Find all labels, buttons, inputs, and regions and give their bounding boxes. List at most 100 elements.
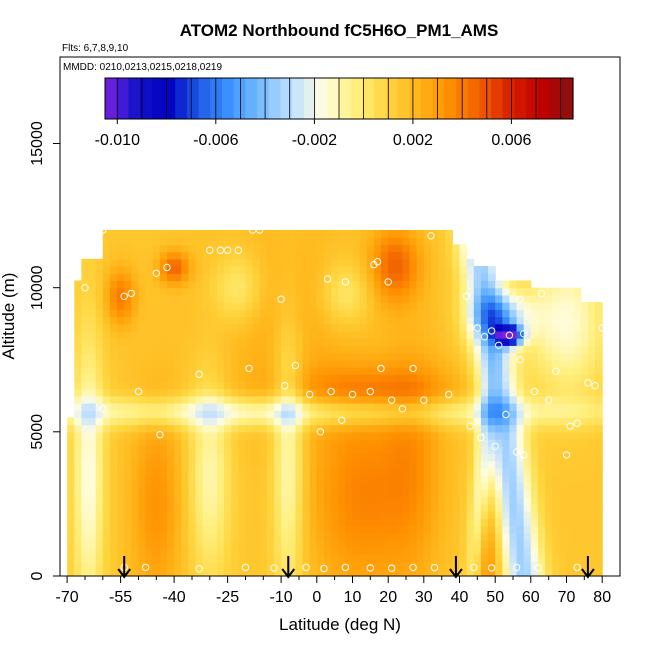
heatmap-cell xyxy=(81,475,90,483)
observation-point xyxy=(552,367,560,375)
heatmap-cell xyxy=(402,532,411,541)
heatmap-cell xyxy=(488,381,496,390)
heatmap-cell xyxy=(281,532,289,541)
heatmap-cell xyxy=(188,511,197,519)
heatmap-cell xyxy=(74,374,82,382)
heatmap-cell xyxy=(509,403,518,411)
heatmap-cell xyxy=(323,366,332,375)
heatmap-cell xyxy=(366,230,375,238)
heatmap-cell xyxy=(266,496,275,505)
heatmap-cell xyxy=(345,316,354,325)
heatmap-cell xyxy=(402,302,411,310)
heatmap-cell xyxy=(381,503,389,512)
heatmap-cell xyxy=(466,453,475,462)
heatmap-cell xyxy=(445,475,453,483)
heatmap-cell xyxy=(302,503,311,512)
heatmap-cell xyxy=(595,547,603,555)
heatmap-cell xyxy=(516,431,525,440)
heatmap-cell xyxy=(95,547,104,555)
heatmap-cell xyxy=(167,482,175,491)
heatmap-cell xyxy=(573,460,582,469)
heatmap-cell xyxy=(438,287,446,296)
heatmap-cell xyxy=(124,381,132,390)
heatmap-cell xyxy=(145,273,154,282)
x-tick-label: -40 xyxy=(163,589,186,606)
heatmap-cell xyxy=(152,237,161,246)
heatmap-cell xyxy=(74,525,82,534)
heatmap-cell xyxy=(373,547,382,555)
heatmap-cell xyxy=(195,503,204,512)
heatmap-cell xyxy=(302,273,311,282)
heatmap-cell xyxy=(281,280,289,289)
heatmap-cell xyxy=(402,230,411,238)
heatmap-cell xyxy=(452,496,461,505)
observation-point xyxy=(377,364,385,373)
heatmap-cell xyxy=(359,561,368,570)
heatmap-cell xyxy=(395,431,404,440)
heatmap-cell xyxy=(309,482,318,491)
heatmap-cell xyxy=(452,424,461,433)
observation-point xyxy=(470,232,478,240)
heatmap-cell xyxy=(231,547,239,555)
heatmap-cell xyxy=(480,431,489,440)
heatmap-cell xyxy=(402,280,411,289)
heatmap-cell xyxy=(416,532,425,541)
heatmap-cell xyxy=(138,568,147,577)
heatmap-cell xyxy=(466,287,475,296)
heatmap-cell xyxy=(167,525,175,534)
heatmap-cell xyxy=(152,230,161,238)
heatmap-cell xyxy=(88,467,97,476)
heatmap-cell xyxy=(81,258,90,267)
heatmap-cell xyxy=(338,482,346,491)
heatmap-cell xyxy=(67,424,75,433)
heatmap-cell xyxy=(109,460,118,469)
heatmap-cell xyxy=(495,403,503,411)
heatmap-cell xyxy=(388,482,396,491)
heatmap-cell xyxy=(216,395,225,404)
heatmap-cell xyxy=(331,511,339,519)
heatmap-cell xyxy=(245,503,254,512)
heatmap-cell xyxy=(552,345,560,354)
heatmap-cell xyxy=(288,258,297,267)
heatmap-cell xyxy=(102,309,111,318)
heatmap-cell xyxy=(74,395,82,404)
heatmap-cell xyxy=(388,532,396,541)
heatmap-cell xyxy=(109,251,118,260)
heatmap-cell xyxy=(523,395,532,404)
heatmap-cell xyxy=(488,316,496,325)
heatmap-cell xyxy=(131,424,140,433)
heatmap-cell xyxy=(452,316,461,325)
heatmap-cell xyxy=(430,424,439,433)
heatmap-cell xyxy=(345,266,354,274)
heatmap-cell xyxy=(459,561,468,570)
heatmap-cell xyxy=(281,316,289,325)
heatmap-cell xyxy=(545,525,553,534)
heatmap-cell xyxy=(231,518,239,527)
heatmap-cell xyxy=(430,554,439,563)
heatmap-cell xyxy=(345,330,354,339)
heatmap-cell xyxy=(402,439,411,447)
heatmap-cell xyxy=(316,280,325,289)
heatmap-cell xyxy=(331,237,339,246)
heatmap-cell xyxy=(459,453,468,462)
heatmap-cell xyxy=(174,237,182,246)
heatmap-cell xyxy=(423,525,432,534)
heatmap-cell xyxy=(209,453,218,462)
heatmap-cell xyxy=(530,388,539,397)
heatmap-cell xyxy=(95,446,104,455)
heatmap-cell xyxy=(409,345,418,354)
heatmap-cell xyxy=(145,561,154,570)
heatmap-cell xyxy=(381,237,389,246)
heatmap-cell xyxy=(224,424,232,433)
heatmap-cell xyxy=(580,460,589,469)
heatmap-cell xyxy=(373,511,382,519)
heatmap-cell xyxy=(352,403,361,411)
heatmap-cell xyxy=(552,554,560,563)
heatmap-cell xyxy=(359,251,368,260)
heatmap-cell xyxy=(309,244,318,253)
heatmap-cell xyxy=(459,316,468,325)
heatmap-cell xyxy=(430,518,439,527)
heatmap-cell xyxy=(559,547,568,555)
heatmap-cell xyxy=(381,496,389,505)
heatmap-cell xyxy=(473,489,482,498)
